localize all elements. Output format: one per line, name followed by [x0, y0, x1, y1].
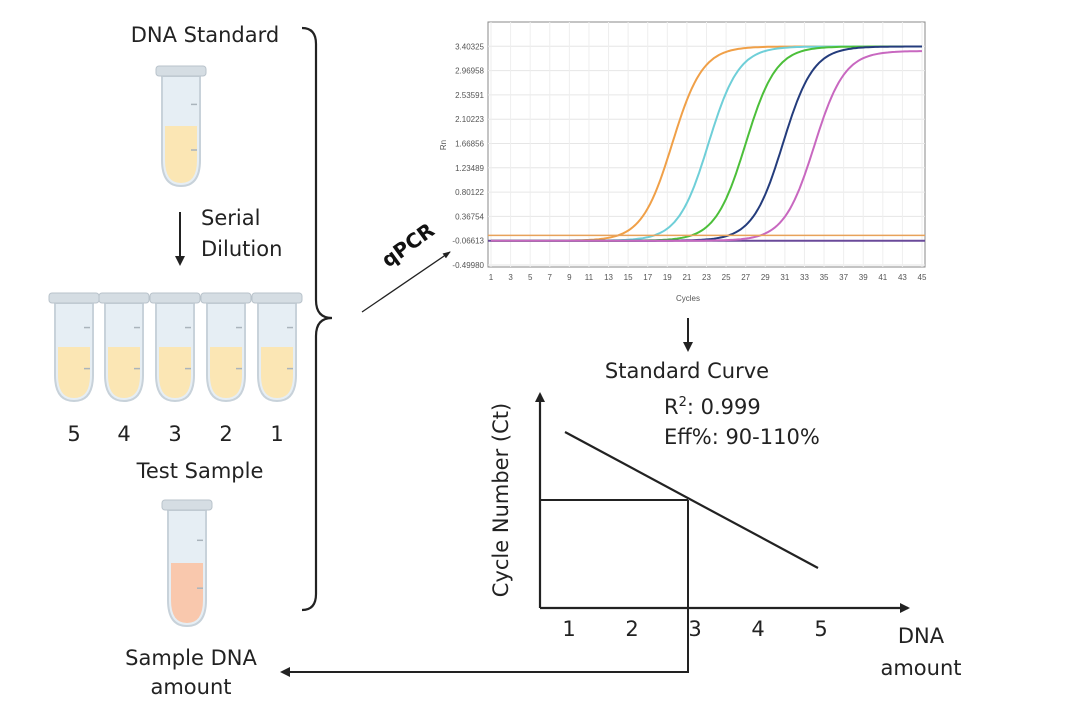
y-tick-label: 1.66856 — [455, 140, 484, 149]
dilution-tube-2 — [200, 292, 252, 403]
liquid — [165, 126, 197, 183]
y-tick-label: -0.06613 — [452, 237, 484, 246]
y-axis-label: Rn — [439, 140, 448, 150]
sample-dna-label: Sample DNA — [125, 646, 257, 670]
x-tick-label: 15 — [624, 273, 633, 282]
standard-curve-x-tick: 2 — [625, 617, 638, 641]
y-tick-label: 0.80122 — [455, 188, 484, 197]
liquid — [108, 347, 140, 398]
x-tick-label: 21 — [682, 273, 691, 282]
x-tick-label: 35 — [820, 273, 829, 282]
standard-curve-x-tick: 5 — [814, 617, 827, 641]
dna-axis-label: DNA — [898, 624, 945, 648]
amplification-chart: 3.40325 2.96958 2.53591 2.10223 1.66856 1.234… — [439, 21, 927, 303]
liquid — [171, 563, 203, 623]
y-tick-label: 2.53591 — [455, 91, 484, 100]
y-tick-label: 2.96958 — [455, 67, 484, 76]
dilution-numbers: 5 4 3 2 1 — [67, 422, 283, 446]
liquid — [261, 347, 293, 398]
dilution-number: 3 — [168, 422, 181, 446]
dilution-tube-1 — [251, 292, 303, 403]
y-tick-label: 2.10223 — [455, 115, 484, 124]
dilution-tube-5 — [48, 292, 100, 403]
r2-label: R2: 0.999 — [664, 395, 761, 419]
test-sample-label: Test Sample — [136, 459, 264, 483]
dna-axis-label-amount: amount — [880, 656, 961, 680]
standard-curve-x-tick: 4 — [751, 617, 764, 641]
y-tick-label: 0.36754 — [455, 212, 484, 221]
standard-curve-x-ticks: 1 2 3 4 5 — [562, 617, 827, 641]
x-tick-label: 41 — [878, 273, 887, 282]
dilution-label: Dilution — [201, 237, 282, 261]
qpcr-label: qPCR — [377, 218, 439, 272]
tubes — [48, 65, 303, 628]
x-tick-label: 27 — [741, 273, 750, 282]
liquid — [210, 347, 242, 398]
test-sample-tube — [161, 499, 213, 628]
x-tick-label: 43 — [898, 273, 907, 282]
x-tick-label: 11 — [585, 273, 594, 282]
liquid — [159, 347, 191, 398]
x-tick-label: 19 — [663, 273, 672, 282]
tube-cap — [149, 292, 201, 304]
x-tick-label: 5 — [528, 273, 533, 282]
x-ticks: 1 3 5 7 9 11 13 15 17 19 21 23 25 27 29 31 33 35 37 39 41 43 4… — [489, 273, 927, 282]
standard-curve-x-tick: 3 — [688, 617, 701, 641]
sample-dna-amount-label: amount — [150, 675, 231, 699]
dilution-number: 4 — [117, 422, 130, 446]
amount-guide-arrow — [280, 500, 689, 677]
amplification-curve-5 — [491, 50, 922, 242]
y-tick-label: 3.40325 — [455, 42, 484, 51]
dna-standard-tube — [155, 65, 207, 188]
efficiency-label: Eff%: 90-110% — [664, 425, 820, 449]
curves — [488, 45, 925, 242]
x-tick-label: 3 — [508, 273, 513, 282]
tube-cap — [161, 499, 213, 511]
tube-cap — [48, 292, 100, 304]
tube-cap — [155, 65, 207, 77]
x-tick-label: 33 — [800, 273, 809, 282]
x-tick-label: 17 — [643, 273, 652, 282]
x-tick-label: 37 — [839, 273, 848, 282]
dilution-tube-3 — [149, 292, 201, 403]
tube-cap — [98, 292, 150, 304]
standard-curve-x-tick: 1 — [562, 617, 575, 641]
x-tick-label: 23 — [702, 273, 711, 282]
y-tick-label: 1.23489 — [455, 164, 484, 173]
x-tick-label: 31 — [780, 273, 789, 282]
tube-cap — [251, 292, 303, 304]
dna-standard-label: DNA Standard — [131, 23, 279, 47]
x-tick-label: 7 — [548, 273, 553, 282]
dilution-number: 5 — [67, 422, 80, 446]
dilution-tube-4 — [98, 292, 150, 403]
dilution-number: 1 — [270, 422, 283, 446]
grouping-brace — [301, 26, 333, 612]
x-tick-label: 39 — [859, 273, 868, 282]
x-tick-label: 29 — [761, 273, 770, 282]
y-tick-label: -0.49980 — [452, 261, 484, 270]
dilution-number: 2 — [219, 422, 232, 446]
ct-axis-label: Cycle Number (Ct) — [489, 403, 513, 597]
qpcr-arrow — [361, 251, 451, 313]
x-tick-label: 9 — [567, 273, 572, 282]
x-axis-label: Cycles — [676, 294, 700, 303]
x-tick-label: 45 — [918, 273, 927, 282]
liquid — [58, 347, 90, 398]
x-tick-label: 1 — [489, 273, 494, 282]
serial-label: Serial — [201, 206, 260, 230]
x-tick-label: 25 — [722, 273, 731, 282]
x-tick-label: 13 — [604, 273, 613, 282]
tube-cap — [200, 292, 252, 304]
y-ticks: 3.40325 2.96958 2.53591 2.10223 1.66856 1.234… — [452, 42, 484, 270]
standard-curve-title: Standard Curve — [605, 359, 769, 383]
standard-curve-line — [564, 431, 819, 569]
